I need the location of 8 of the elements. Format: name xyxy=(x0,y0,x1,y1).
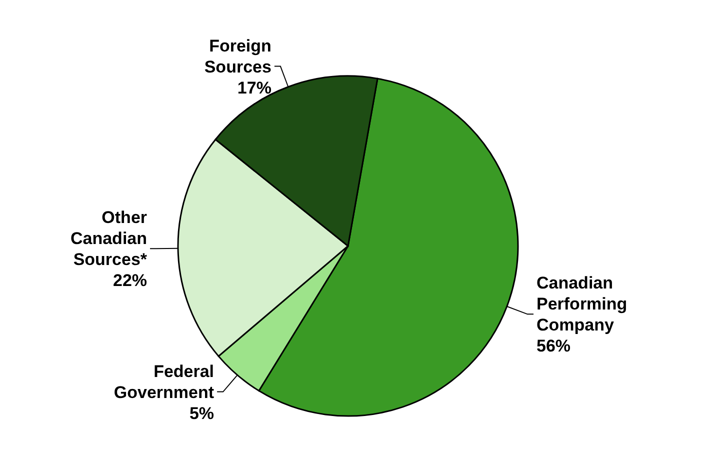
data-label: 22% xyxy=(112,271,148,290)
slice-label: Federal Government xyxy=(114,362,214,402)
data-label: 5% xyxy=(189,404,214,423)
slice-label: Other Canadian Sources* xyxy=(70,208,148,270)
data-label: 17% xyxy=(237,78,272,98)
data-label: 56% xyxy=(536,336,571,356)
slice-label: Foreign Sources xyxy=(204,36,272,76)
slice-label: Canadian Performing Company xyxy=(536,274,628,335)
